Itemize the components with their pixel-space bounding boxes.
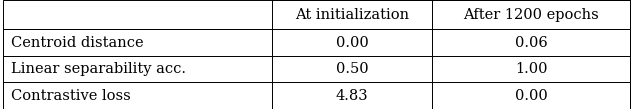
Text: 0.06: 0.06 — [515, 36, 548, 50]
Text: 0.00: 0.00 — [515, 89, 548, 103]
Text: 1.00: 1.00 — [515, 62, 547, 76]
Bar — [272, 82, 432, 109]
Text: 4.83: 4.83 — [336, 89, 368, 103]
Bar — [3, 82, 272, 109]
Bar — [3, 29, 272, 56]
Bar — [3, 56, 272, 82]
Text: After 1200 epochs: After 1200 epochs — [463, 8, 599, 22]
Text: At initialization: At initialization — [295, 8, 409, 22]
Text: 0.00: 0.00 — [335, 36, 369, 50]
Bar — [432, 29, 630, 56]
Bar — [272, 29, 432, 56]
Text: Linear separability acc.: Linear separability acc. — [11, 62, 186, 76]
Bar — [432, 82, 630, 109]
Text: 0.50: 0.50 — [336, 62, 368, 76]
Text: Centroid distance: Centroid distance — [11, 36, 143, 50]
Text: Contrastive loss: Contrastive loss — [11, 89, 131, 103]
Bar — [272, 56, 432, 82]
Bar — [432, 0, 630, 29]
Bar — [432, 56, 630, 82]
Bar — [272, 0, 432, 29]
Bar — [3, 0, 272, 29]
